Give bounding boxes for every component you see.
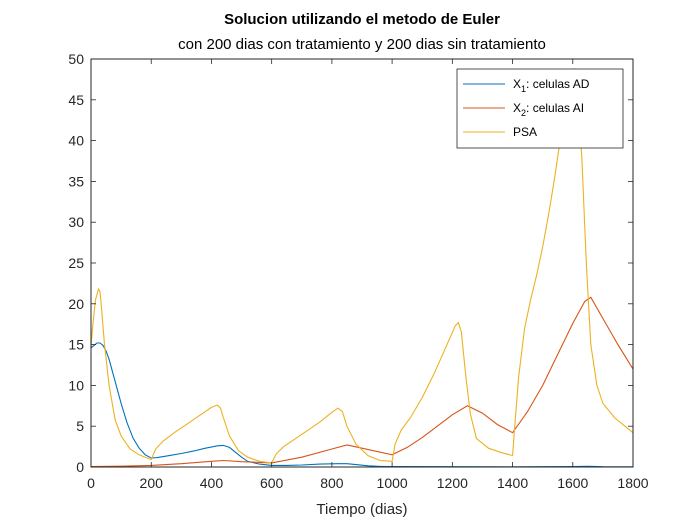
y-tick-label: 25 [68,255,84,271]
x-tick-label: 1000 [377,475,408,491]
y-tick-label: 20 [68,296,84,312]
legend-entry-3: PSA [513,125,537,139]
y-tick-label: 35 [68,173,84,189]
x-axis: 0 200 400 600 800 1000 1200 1400 1600 1800 [87,59,649,491]
x-tick-label: 600 [260,475,284,491]
y-tick-label: 45 [68,92,84,108]
legend-entry-2: X2: celulas AI [513,101,584,118]
y-tick-label: 10 [68,377,84,393]
legend-entry-main: X [513,101,521,115]
y-tick-label: 50 [68,51,84,67]
legend-entry-rest: : celulas AD [526,77,590,91]
series-line-3 [91,67,633,464]
x-tick-label: 0 [87,475,95,491]
legend-entry-rest: : celulas AI [526,101,584,115]
x-tick-label: 200 [140,475,164,491]
legend-entry-subscript: 2 [521,108,526,118]
legend-entry-subscript: 1 [521,84,526,94]
x-tick-label: 1600 [557,475,588,491]
x-tick-label: 1800 [617,475,648,491]
x-tick-label: 800 [320,475,344,491]
x-tick-label: 1200 [437,475,468,491]
legend-entry-main: PSA [513,125,537,139]
y-tick-label: 40 [68,133,84,149]
series-line-2 [91,296,633,467]
x-tick-label: 400 [200,475,224,491]
series-line-1 [91,342,633,467]
y-tick-label: 5 [76,418,84,434]
y-tick-label: 15 [68,337,84,353]
x-tick-label: 1400 [497,475,528,491]
legend-entry-main: X [513,77,521,91]
chart-subtitle: con 200 dias con tratamiento y 200 dias … [178,36,546,53]
y-tick-label: 0 [76,459,84,475]
series-layer [91,67,633,467]
x-axis-label: Tiempo (dias) [316,501,407,518]
y-tick-label: 30 [68,214,84,230]
chart-title: Solucion utilizando el metodo de Euler [224,11,500,28]
legend-entry-1: X1: celulas AD [513,77,590,94]
y-axis: 0 5 10 15 20 25 30 35 40 45 50 [68,51,633,475]
